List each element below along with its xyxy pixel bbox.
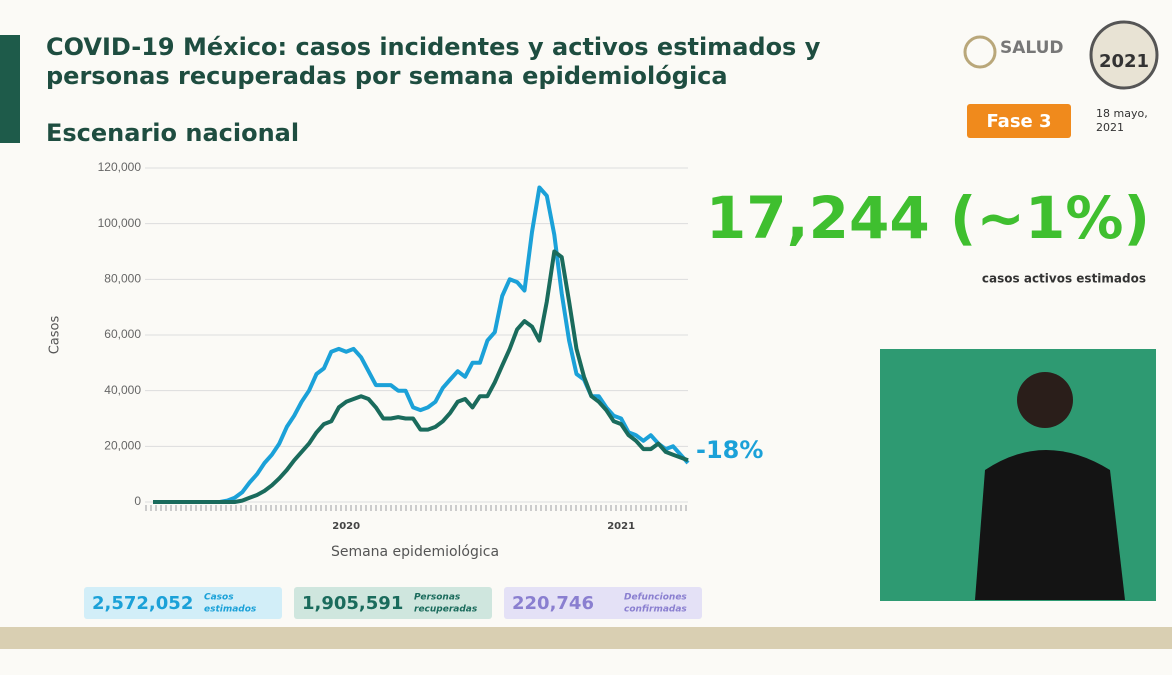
summary-label: estimados [204, 605, 257, 615]
year-emblem-text: 2021 [1099, 51, 1149, 72]
salud-emblem [963, 35, 997, 69]
x-tick-label: 2021 [607, 521, 635, 532]
summary-value: 220,746 [512, 593, 594, 614]
x-axis-label: Semana epidemiológica [331, 544, 499, 560]
summary-label: confirmadas [624, 605, 687, 615]
y-tick-label: 120,000 [98, 160, 142, 174]
summary-box [84, 587, 282, 619]
y-axis-label: Casos [48, 316, 63, 355]
summary-box [294, 587, 492, 619]
series-line [153, 185, 690, 504]
y-tick-label: 60,000 [104, 327, 141, 341]
summary-box [504, 587, 702, 619]
y-tick-label: 20,000 [104, 439, 141, 453]
salud-logo: SALUD [1000, 38, 1064, 58]
summary-label: Casos [204, 593, 234, 603]
interpreter-head [1017, 372, 1073, 428]
date: 2021 [1096, 121, 1124, 134]
subtitle: Escenario nacional [46, 119, 299, 147]
year-emblem [1089, 20, 1159, 90]
summary-label: recuperadas [414, 605, 478, 615]
summary-value: 2,572,052 [92, 593, 193, 614]
y-tick-label: 40,000 [104, 383, 141, 397]
summary-value: 1,905,591 [302, 593, 403, 614]
y-tick-label: 100,000 [98, 216, 142, 230]
phase-badge [967, 104, 1071, 138]
active-cases-label: casos activos estimados [982, 272, 1146, 286]
summary-label: Defunciones [624, 593, 687, 603]
phase-text: Fase 3 [986, 111, 1051, 132]
accent-bar [0, 35, 20, 143]
y-tick-label: 0 [134, 494, 141, 508]
active-cases: 17,244 (~1%) [706, 184, 1150, 252]
title-line: COVID-19 México: casos incidentes y acti… [46, 33, 821, 61]
summary-boxes: 2,572,052 Casos estimados 1,905,591 Personas… [84, 587, 702, 619]
series-line [153, 249, 689, 504]
y-tick-label: 80,000 [104, 272, 141, 286]
interpreter-body [975, 450, 1125, 600]
footer-strip [0, 627, 1172, 649]
change-annotation: -18% [696, 436, 763, 464]
title-line: personas recuperadas por semana epidemio… [46, 62, 728, 90]
date: 18 mayo, [1096, 107, 1148, 120]
summary-label: Personas [414, 593, 461, 603]
x-tick-label: 2020 [332, 521, 360, 532]
